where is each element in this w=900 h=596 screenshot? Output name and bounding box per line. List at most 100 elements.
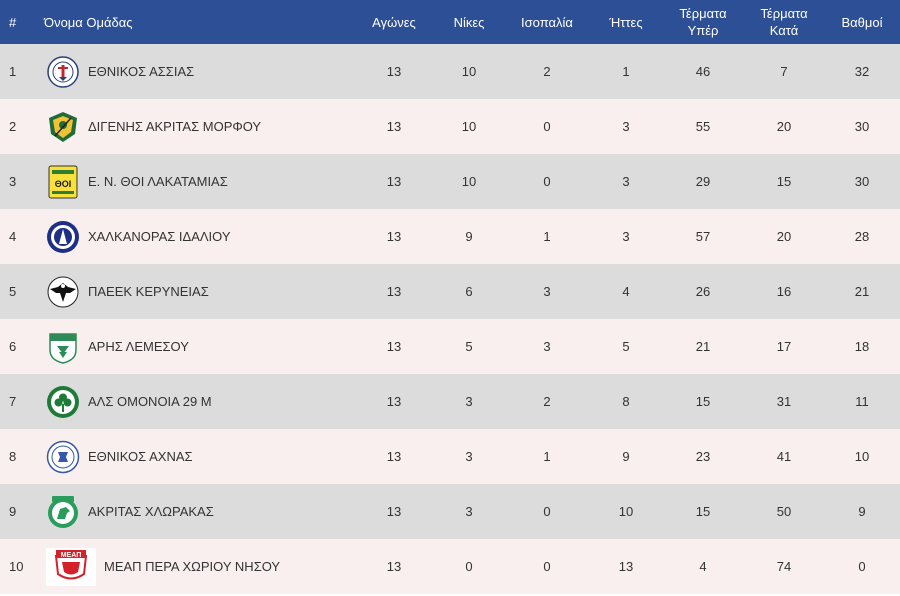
goals-against-cell: 20	[776, 119, 792, 134]
team-cell[interactable]: ΑΛΣ ΟΜΟΝΟΙΑ 29 Μ	[44, 374, 354, 429]
rank-cell: 2	[9, 119, 17, 134]
team-cell[interactable]: ΔΙΓΕΝΗΣ ΑΚΡΙΤΑΣ ΜΟΡΦΟΥ	[44, 99, 354, 154]
team-link[interactable]: ΑΡΗΣ ΛΕΜΕΣΟΥ	[44, 329, 350, 365]
team-cell[interactable]: ΕΘΝΙΚΟΣ ΑΣΣΙΑΣ	[44, 44, 354, 99]
svg-text:ΘΟΙ: ΘΟΙ	[55, 179, 72, 189]
wins-cell: 3	[465, 394, 473, 409]
goals-for-cell: 15	[695, 394, 711, 409]
points-cell: 21	[854, 284, 870, 299]
team-cell[interactable]: ΑΡΗΣ ΛΕΜΕΣΟΥ	[44, 319, 354, 374]
played-cell: 13	[386, 339, 402, 354]
table-row[interactable]: 9 ΑΚΡΙΤΑΣ ΧΛΩΡΑΚΑΣ 13 3 0 10 15 50 9	[0, 484, 900, 539]
header-losses: Ήττες	[609, 14, 643, 30]
rank-cell: 6	[9, 339, 17, 354]
table-row[interactable]: 8 ΕΘΝΙΚΟΣ ΑΧΝΑΣ 13 3 1 9 23 41 10	[0, 429, 900, 484]
goals-against-cell: 16	[776, 284, 792, 299]
team-cell[interactable]: ΘΟΙ Ε. Ν. ΘΟΙ ΛΑΚΑΤΑΜΙΑΣ	[44, 154, 354, 209]
table-row[interactable]: 6 ΑΡΗΣ ΛΕΜΕΣΟΥ 13 5 3 5 21 17 18	[0, 319, 900, 374]
goals-against-cell: 20	[776, 229, 792, 244]
losses-cell: 3	[622, 119, 630, 134]
team-link[interactable]: ΕΘΝΙΚΟΣ ΑΧΝΑΣ	[44, 439, 350, 475]
rank-cell: 1	[9, 64, 17, 79]
team-name[interactable]: ΑΡΗΣ ΛΕΜΕΣΟΥ	[88, 339, 189, 354]
table-row[interactable]: 4 ΧΑΛΚΑΝΟΡΑΣ ΙΔΑΛΙΟΥ 13 9 1 3 57 20 28	[0, 209, 900, 264]
team-cell[interactable]: ΕΘΝΙΚΟΣ ΑΧΝΑΣ	[44, 429, 354, 484]
wins-cell: 3	[465, 449, 473, 464]
goals-against-cell: 74	[776, 559, 792, 574]
goals-for-cell: 4	[699, 559, 707, 574]
akritas-chlorakas-crest-icon	[46, 494, 80, 530]
points-cell: 30	[854, 174, 870, 189]
table-row[interactable]: 5 ΠΑΕΕΚ ΚΕΡΥΝΕΙΑΣ 13 6 3 4 26 16 21	[0, 264, 900, 319]
team-link[interactable]: ΔΙΓΕΝΗΣ ΑΚΡΙΤΑΣ ΜΟΡΦΟΥ	[44, 109, 350, 145]
draws-cell: 0	[543, 559, 551, 574]
header-goals-against: Τέρματα Κατά	[744, 0, 824, 44]
team-name[interactable]: ΔΙΓΕΝΗΣ ΑΚΡΙΤΑΣ ΜΟΡΦΟΥ	[88, 119, 262, 134]
wins-cell: 3	[465, 504, 473, 519]
omonia-clover-crest-icon	[46, 384, 80, 420]
draws-cell: 3	[543, 284, 551, 299]
header-goals-against-line1: Τέρματα	[760, 6, 808, 21]
table-row[interactable]: 10 ΜΕΑΠ ΜΕΑΠ ΠΕΡΑ ΧΩΡΙΟΥ ΝΗΣΟΥ 13 0 0 13…	[0, 539, 900, 594]
table-row[interactable]: 1 ΕΘΝΙΚΟΣ ΑΣΣΙΑΣ 13 10 2 1 46 7 32	[0, 44, 900, 99]
team-name[interactable]: ΕΘΝΙΚΟΣ ΑΧΝΑΣ	[88, 449, 193, 464]
draws-cell: 3	[543, 339, 551, 354]
played-cell: 13	[386, 394, 402, 409]
wins-cell: 10	[461, 174, 477, 189]
goals-against-cell: 15	[776, 174, 792, 189]
meap-crest-icon: ΜΕΑΠ	[44, 547, 98, 586]
points-cell: 0	[858, 559, 866, 574]
goals-against-cell: 7	[780, 64, 788, 79]
team-link[interactable]: ΧΑΛΚΑΝΟΡΑΣ ΙΔΑΛΙΟΥ	[44, 219, 350, 255]
draws-cell: 2	[543, 394, 551, 409]
team-name[interactable]: Ε. Ν. ΘΟΙ ΛΑΚΑΤΑΜΙΑΣ	[88, 174, 228, 189]
table-row[interactable]: 3 ΘΟΙ Ε. Ν. ΘΟΙ ΛΑΚΑΤΑΜΙΑΣ 13 10 0 3 29 …	[0, 154, 900, 209]
losses-cell: 1	[622, 64, 630, 79]
team-name[interactable]: ΑΛΣ ΟΜΟΝΟΙΑ 29 Μ	[88, 394, 212, 409]
wins-cell: 10	[461, 64, 477, 79]
wins-cell: 6	[465, 284, 473, 299]
goals-against-cell: 31	[776, 394, 792, 409]
table-row[interactable]: 7 ΑΛΣ ΟΜΟΝΟΙΑ 29 Μ 13 3 2 8 15 31 11	[0, 374, 900, 429]
team-cell[interactable]: ΠΑΕΕΚ ΚΕΡΥΝΕΙΑΣ	[44, 264, 354, 319]
team-link[interactable]: ΜΕΑΠ ΜΕΑΠ ΠΕΡΑ ΧΩΡΙΟΥ ΝΗΣΟΥ	[44, 547, 350, 586]
team-name[interactable]: ΑΚΡΙΤΑΣ ΧΛΩΡΑΚΑΣ	[88, 504, 214, 519]
thoi-lakatamias-crest-icon: ΘΟΙ	[46, 164, 80, 200]
team-cell[interactable]: ΧΑΛΚΑΝΟΡΑΣ ΙΔΑΛΙΟΥ	[44, 209, 354, 264]
losses-cell: 9	[622, 449, 630, 464]
team-link[interactable]: ΠΑΕΕΚ ΚΕΡΥΝΕΙΑΣ	[44, 274, 350, 310]
header-team-label: Όνομα Ομάδας	[44, 14, 133, 30]
team-name[interactable]: ΜΕΑΠ ΠΕΡΑ ΧΩΡΙΟΥ ΝΗΣΟΥ	[104, 559, 281, 574]
svg-text:ΜΕΑΠ: ΜΕΑΠ	[61, 552, 82, 559]
team-link[interactable]: ΑΛΣ ΟΜΟΝΟΙΑ 29 Μ	[44, 384, 350, 420]
aris-limassol-crest-icon	[46, 329, 80, 365]
header-draws: Ισοπαλία	[521, 14, 573, 30]
draws-cell: 2	[543, 64, 551, 79]
team-link[interactable]: ΑΚΡΙΤΑΣ ΧΛΩΡΑΚΑΣ	[44, 494, 350, 530]
losses-cell: 10	[618, 504, 634, 519]
team-link[interactable]: ΘΟΙ Ε. Ν. ΘΟΙ ΛΑΚΑΤΑΜΙΑΣ	[44, 164, 350, 200]
points-cell: 10	[854, 449, 870, 464]
table-row[interactable]: 2 ΔΙΓΕΝΗΣ ΑΚΡΙΤΑΣ ΜΟΡΦΟΥ 13 10 0 3 55 20…	[0, 99, 900, 154]
points-cell: 30	[854, 119, 870, 134]
chalkanoras-crest-icon	[46, 219, 80, 255]
points-cell: 18	[854, 339, 870, 354]
rank-cell: 3	[9, 174, 17, 189]
played-cell: 13	[386, 559, 402, 574]
goals-against-cell: 50	[776, 504, 792, 519]
table-header: # Όνομα Ομάδας Αγώνες Νίκες Ισοπαλία Ήττ…	[0, 0, 900, 44]
points-cell: 32	[854, 64, 870, 79]
goals-for-cell: 26	[695, 284, 711, 299]
draws-cell: 0	[543, 504, 551, 519]
rank-cell: 8	[9, 449, 17, 464]
played-cell: 13	[386, 504, 402, 519]
header-team: Όνομα Ομάδας	[44, 0, 354, 44]
team-name[interactable]: ΠΑΕΕΚ ΚΕΡΥΝΕΙΑΣ	[88, 284, 209, 299]
team-name[interactable]: ΕΘΝΙΚΟΣ ΑΣΣΙΑΣ	[88, 64, 195, 79]
team-cell[interactable]: ΜΕΑΠ ΜΕΑΠ ΠΕΡΑ ΧΩΡΙΟΥ ΝΗΣΟΥ	[44, 539, 354, 594]
team-link[interactable]: ΕΘΝΙΚΟΣ ΑΣΣΙΑΣ	[44, 54, 350, 90]
wins-cell: 9	[465, 229, 473, 244]
points-cell: 9	[858, 504, 866, 519]
team-name[interactable]: ΧΑΛΚΑΝΟΡΑΣ ΙΔΑΛΙΟΥ	[88, 229, 231, 244]
team-cell[interactable]: ΑΚΡΙΤΑΣ ΧΛΩΡΑΚΑΣ	[44, 484, 354, 539]
